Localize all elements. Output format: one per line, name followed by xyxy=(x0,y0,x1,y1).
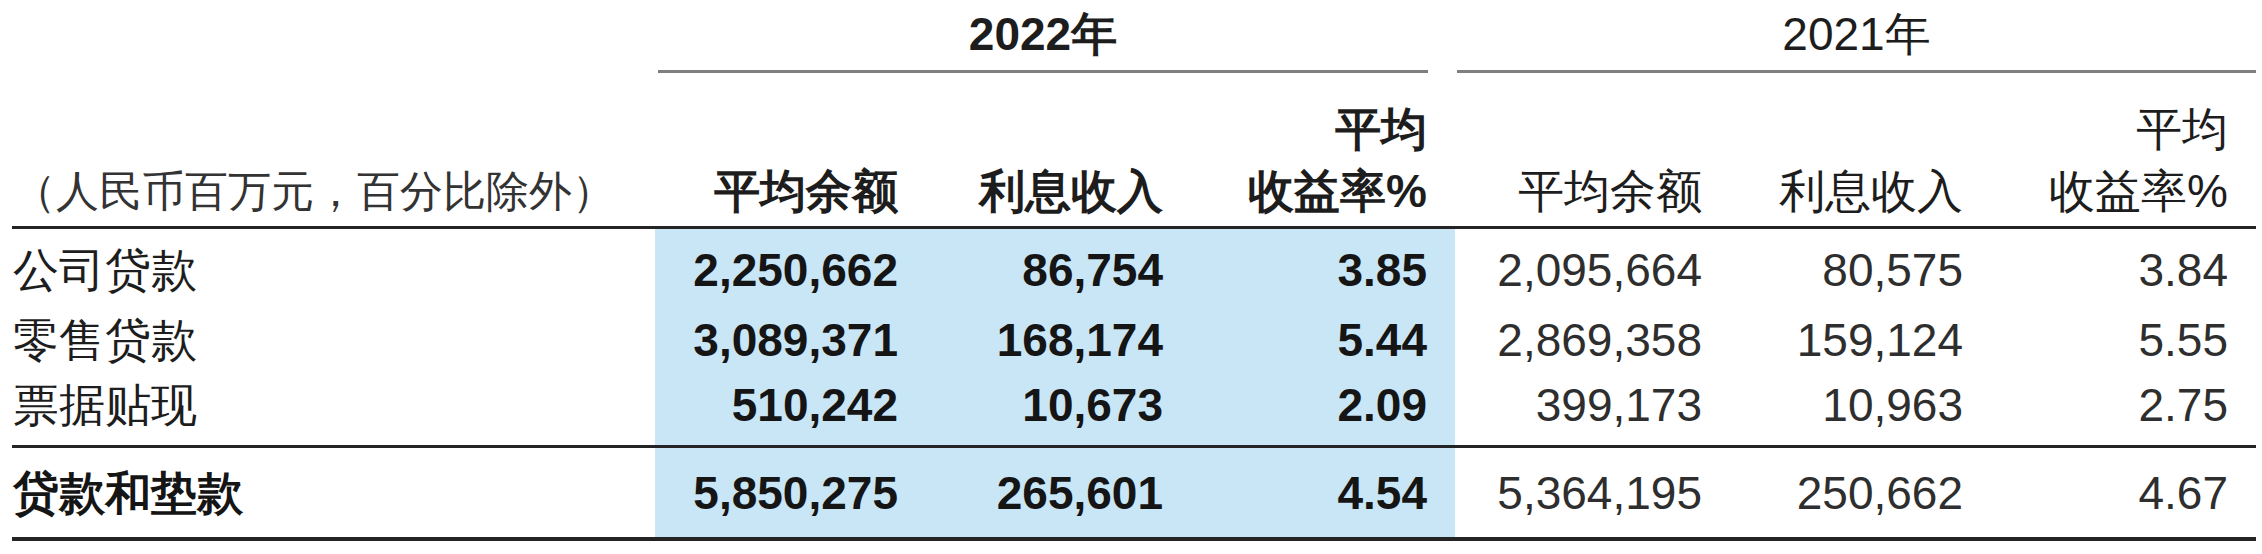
header-2021-avg-balance: 平均余额 xyxy=(1459,160,1702,222)
discounted-bills-2021-avg-balance: 399,173 xyxy=(1459,372,1702,438)
discounted-bills-2022-avg-balance: 510,242 xyxy=(655,372,898,438)
corporate-loans-2021-avg-balance: 2,095,664 xyxy=(1459,237,1702,303)
discounted-bills-2022-avg-yield: 2.09 xyxy=(1165,372,1427,438)
discounted-bills-2021-avg-yield: 2.75 xyxy=(1966,372,2228,438)
retail-loans-2022-avg-yield: 5.44 xyxy=(1165,307,1427,373)
corporate-loans-2022-avg-balance: 2,250,662 xyxy=(655,237,898,303)
rule-table-bottom xyxy=(12,537,2256,541)
discounted-bills-2021-interest-income: 10,963 xyxy=(1706,372,1963,438)
total-loans-2022-interest-income: 265,601 xyxy=(906,460,1163,526)
unit-note: （人民币百万元，百分比除外） xyxy=(13,160,615,222)
year-header-2021: 2021年 xyxy=(1457,8,2256,60)
header-2022-interest-income: 利息收入 xyxy=(906,160,1163,222)
rule-subheader-bottom xyxy=(12,226,2256,229)
retail-loans-2022-avg-balance: 3,089,371 xyxy=(655,307,898,373)
row-corporate-loans-label: 公司贷款 xyxy=(13,237,633,303)
rule-total-row-top xyxy=(12,445,2256,448)
discounted-bills-2022-interest-income: 10,673 xyxy=(906,372,1163,438)
header-2021-interest-income: 利息收入 xyxy=(1706,160,1963,222)
year-header-2022: 2022年 xyxy=(658,8,1428,60)
total-loans-2021-avg-balance: 5,364,195 xyxy=(1459,460,1702,526)
retail-loans-2021-avg-yield: 5.55 xyxy=(1966,307,2228,373)
header-2021-avg-yield: 平均 收益率% xyxy=(1966,98,2228,222)
row-retail-loans-label: 零售贷款 xyxy=(13,307,633,373)
loan-interest-income-table: 2022年 2021年 （人民币百万元，百分比除外） 平均余额 利息收入 平均 … xyxy=(0,0,2262,554)
rule-2021-underline xyxy=(1457,70,2256,73)
corporate-loans-2021-avg-yield: 3.84 xyxy=(1966,237,2228,303)
total-loans-2021-avg-yield: 4.67 xyxy=(1966,460,2228,526)
corporate-loans-2021-interest-income: 80,575 xyxy=(1706,237,1963,303)
retail-loans-2021-interest-income: 159,124 xyxy=(1706,307,1963,373)
total-loans-2021-interest-income: 250,662 xyxy=(1706,460,1963,526)
rule-2022-underline xyxy=(658,70,1428,73)
row-total-loans-label: 贷款和垫款 xyxy=(13,460,633,526)
corporate-loans-2022-avg-yield: 3.85 xyxy=(1165,237,1427,303)
header-2022-avg-yield: 平均 收益率% xyxy=(1165,98,1427,222)
corporate-loans-2022-interest-income: 86,754 xyxy=(906,237,1163,303)
total-loans-2022-avg-yield: 4.54 xyxy=(1165,460,1427,526)
total-loans-2022-avg-balance: 5,850,275 xyxy=(655,460,898,526)
header-2022-avg-balance: 平均余额 xyxy=(655,160,898,222)
retail-loans-2022-interest-income: 168,174 xyxy=(906,307,1163,373)
retail-loans-2021-avg-balance: 2,869,358 xyxy=(1459,307,1702,373)
row-discounted-bills-label: 票据贴现 xyxy=(13,372,633,438)
